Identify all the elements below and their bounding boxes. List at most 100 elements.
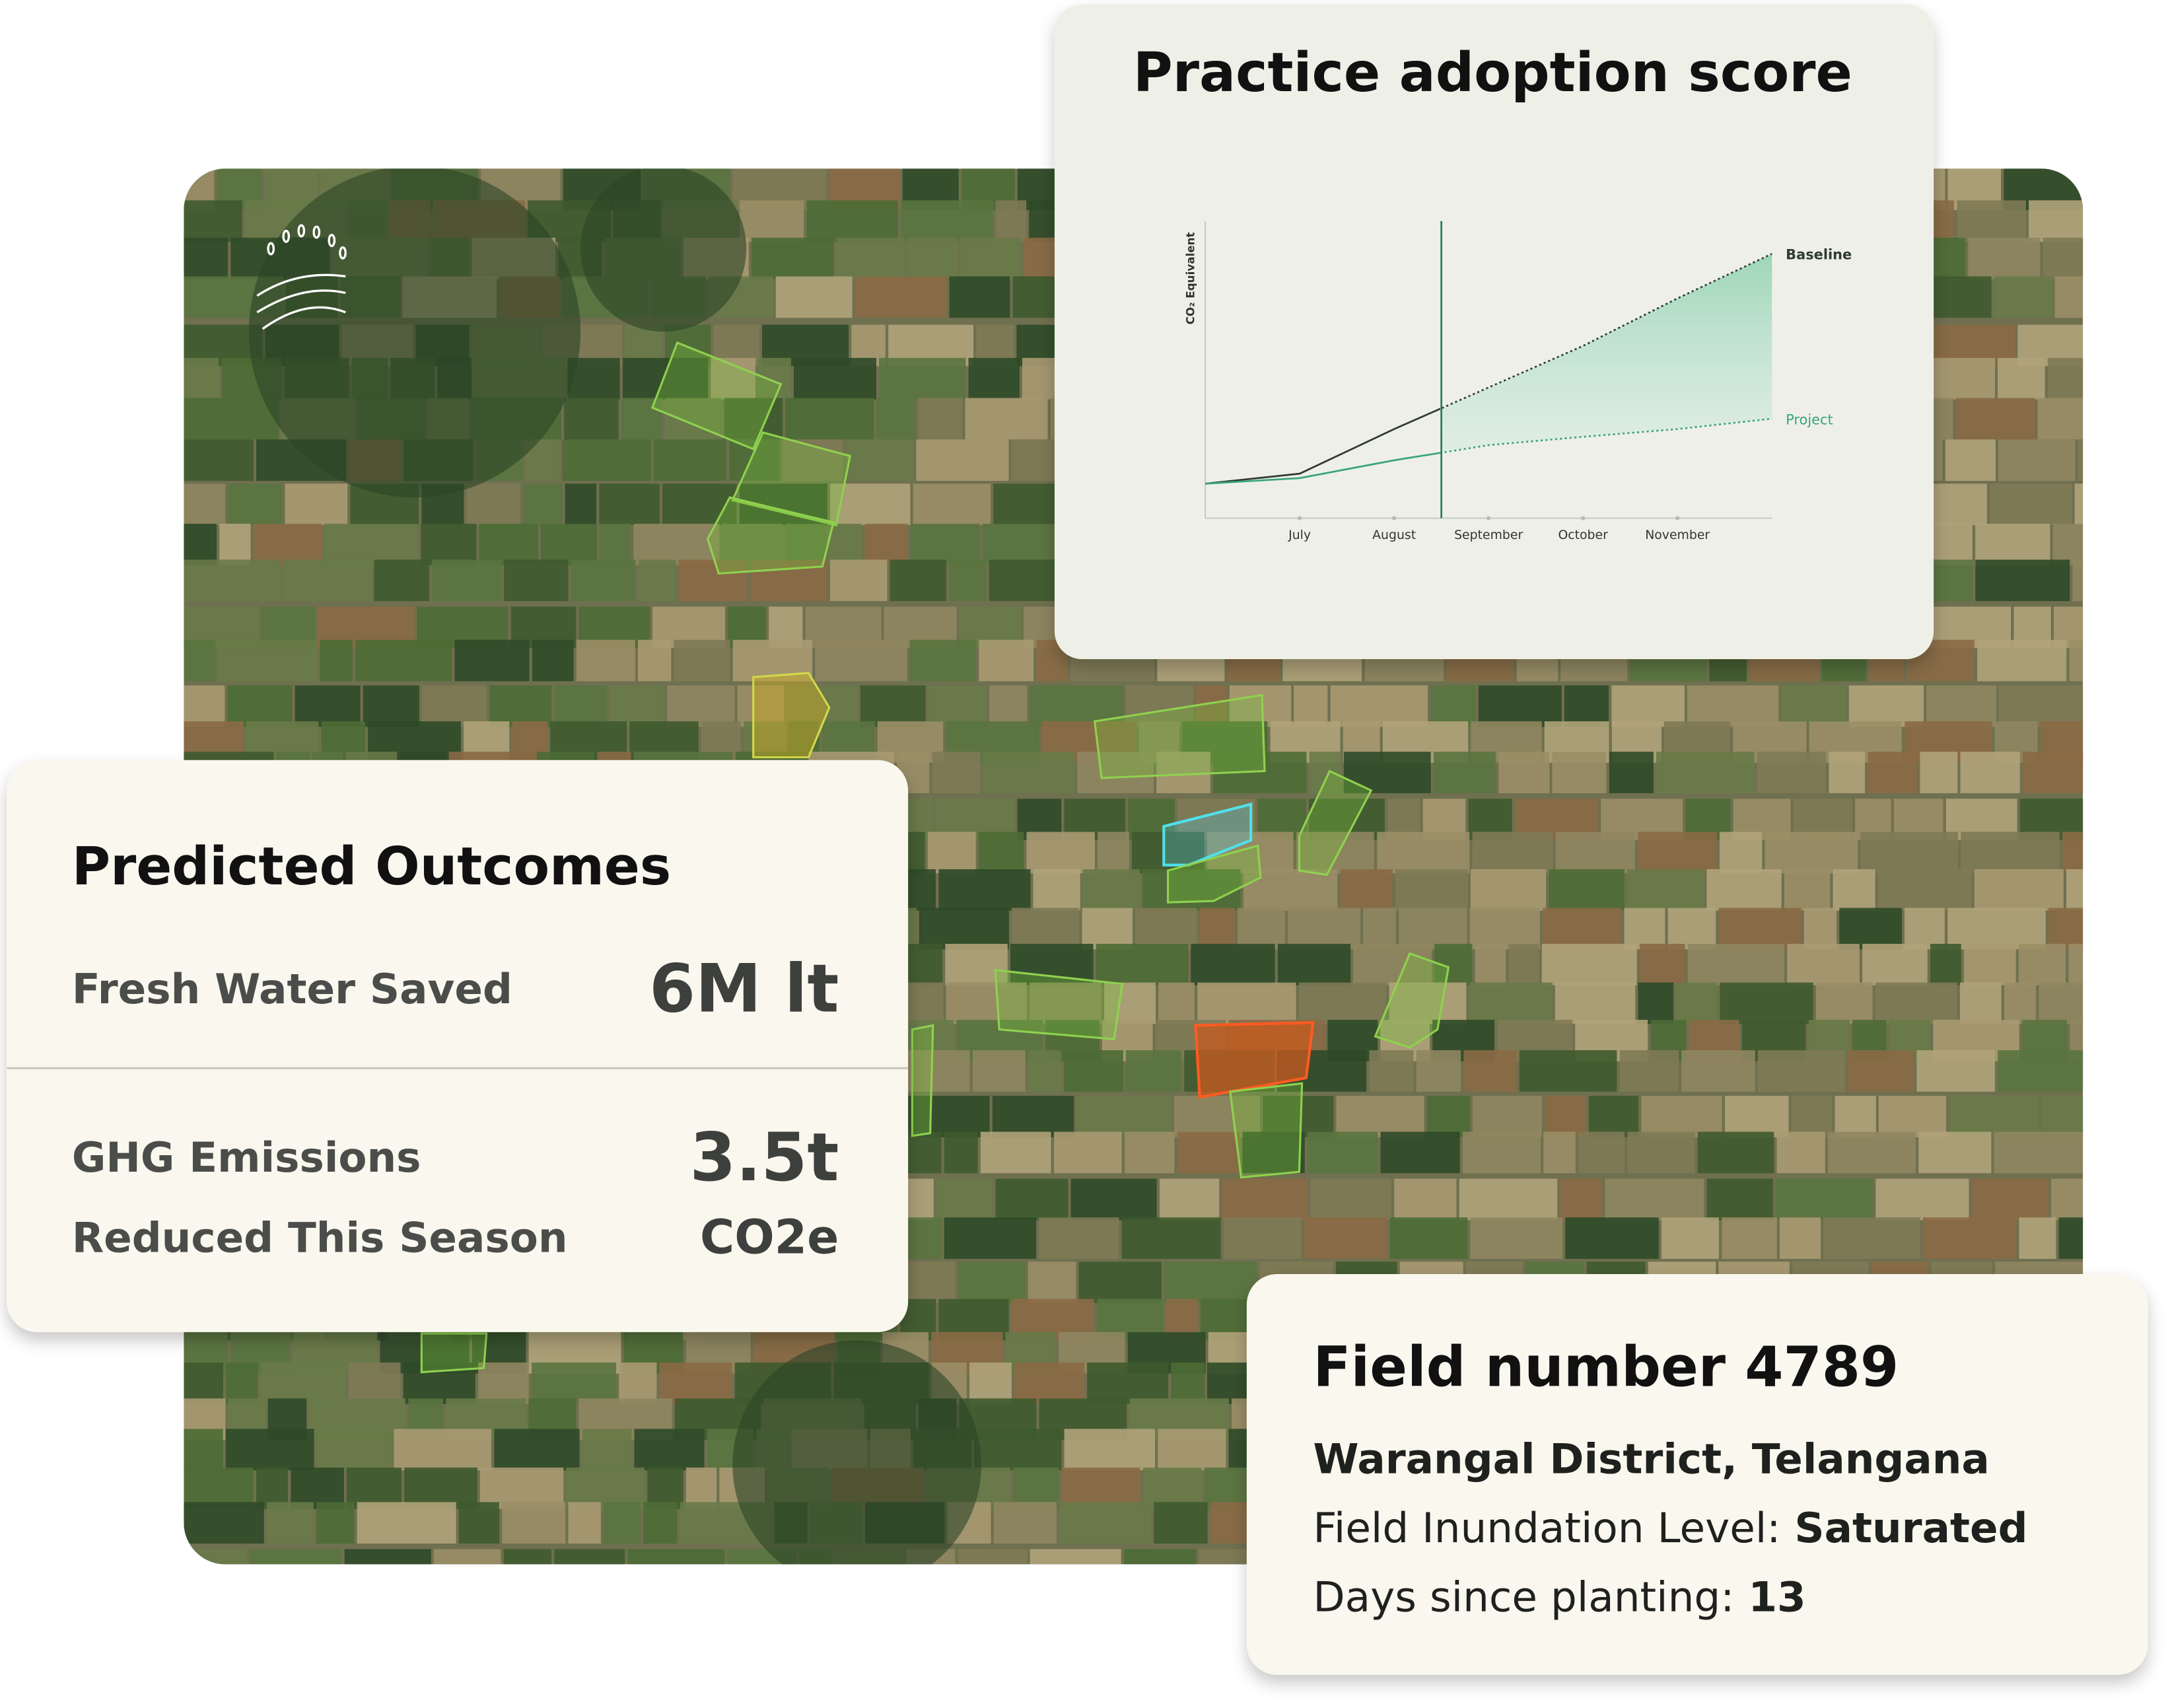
map-patch bbox=[830, 559, 888, 602]
map-patch bbox=[1781, 685, 1846, 727]
x-tick-label: July bbox=[1288, 528, 1311, 542]
field-outline bbox=[752, 672, 831, 759]
map-patch bbox=[1957, 200, 2026, 242]
map-patch bbox=[751, 237, 834, 279]
map-patch bbox=[968, 357, 1020, 400]
chart: CO₂ Equivalent July August September October… bbox=[1183, 221, 1852, 542]
map-patch bbox=[1026, 832, 1095, 874]
map-patch bbox=[2018, 943, 2066, 985]
map-patch bbox=[678, 559, 748, 602]
map-patch bbox=[2058, 1217, 2083, 1260]
map-patch bbox=[1064, 1050, 1123, 1092]
map-patch bbox=[1687, 685, 1779, 727]
map-patch bbox=[911, 523, 980, 565]
field-inundation: Field Inundation Level: Saturated bbox=[1313, 1504, 2027, 1552]
field-outline bbox=[1229, 1082, 1304, 1179]
outcomes-card: Predicted Outcomes Fresh Water Saved 6M … bbox=[7, 760, 909, 1332]
map-patch bbox=[1681, 1050, 1755, 1092]
map-patch bbox=[1158, 1429, 1226, 1471]
map-patch bbox=[394, 1429, 491, 1471]
map-patch bbox=[1298, 982, 1387, 1024]
field-outline bbox=[1298, 769, 1373, 876]
chart-title: Practice adoption score bbox=[1133, 42, 1852, 104]
map-patch bbox=[357, 1502, 456, 1544]
map-patch bbox=[1922, 1217, 2017, 1260]
x-tick-label: September bbox=[1454, 528, 1523, 542]
map-patch bbox=[316, 1429, 392, 1471]
map-patch bbox=[1014, 1362, 1084, 1404]
map-patch bbox=[1030, 1549, 1121, 1565]
map-patch bbox=[836, 237, 905, 279]
map-patch bbox=[974, 1429, 1062, 1471]
map-patch bbox=[1307, 1131, 1378, 1174]
map-patch bbox=[1380, 1131, 1460, 1174]
map-patch bbox=[466, 483, 520, 526]
map-patch bbox=[978, 832, 1024, 874]
map-patch bbox=[1164, 1262, 1257, 1303]
map-patch bbox=[918, 398, 963, 440]
map-patch bbox=[1971, 1178, 2048, 1221]
logo-leaf bbox=[267, 242, 275, 256]
map-patch bbox=[619, 1362, 657, 1404]
map-patch bbox=[1469, 982, 1553, 1024]
map-patch bbox=[1142, 869, 1241, 911]
logo-leaf bbox=[339, 246, 347, 260]
map-patch bbox=[2078, 439, 2083, 481]
map-patch bbox=[184, 1362, 224, 1404]
map-patch bbox=[1389, 982, 1467, 1024]
map-patch bbox=[916, 439, 1009, 481]
map-patch bbox=[184, 1429, 223, 1471]
map-patch bbox=[989, 685, 1028, 727]
map-patch bbox=[316, 1502, 355, 1544]
map-patch bbox=[949, 559, 987, 602]
map-patch bbox=[1829, 752, 1866, 793]
x-tick bbox=[1581, 516, 1586, 520]
logo-leaf bbox=[297, 224, 306, 238]
map-patch bbox=[1304, 1217, 1387, 1260]
map-patch bbox=[1565, 1217, 1659, 1260]
map-patch bbox=[622, 357, 709, 400]
map-patch bbox=[1578, 1131, 1625, 1174]
map-patch bbox=[1784, 869, 1831, 911]
map-patch bbox=[576, 639, 635, 682]
map-patch bbox=[2068, 943, 2083, 985]
map-patch bbox=[1296, 832, 1374, 874]
map-patch bbox=[184, 523, 217, 565]
map-patch bbox=[1697, 1131, 1774, 1174]
metric-label: Reduced This Season bbox=[72, 1214, 568, 1262]
map-patch bbox=[184, 200, 242, 242]
logo-arc bbox=[256, 289, 346, 314]
field-outline bbox=[994, 968, 1124, 1041]
map-patch bbox=[786, 523, 826, 565]
map-patch bbox=[540, 523, 597, 565]
map-patch bbox=[1776, 1178, 1873, 1221]
map-patch bbox=[479, 523, 538, 565]
map-patch bbox=[433, 1549, 501, 1565]
map-patch bbox=[1638, 832, 1717, 874]
map-patch bbox=[1177, 1131, 1240, 1174]
map-patch bbox=[1549, 869, 1625, 911]
map-patch bbox=[1124, 1131, 1175, 1174]
map-patch bbox=[1353, 943, 1432, 985]
map-patch bbox=[184, 639, 216, 682]
map-patch bbox=[432, 559, 501, 602]
card-title: Predicted Outcomes bbox=[72, 836, 671, 897]
map-patch bbox=[1848, 685, 1924, 727]
map-patch bbox=[1124, 1549, 1197, 1565]
map-patch bbox=[1990, 483, 2072, 526]
map-patch bbox=[324, 523, 419, 565]
map-patch bbox=[989, 559, 1067, 602]
map-patch bbox=[2048, 907, 2083, 950]
map-patch bbox=[1545, 1096, 1586, 1137]
map-patch bbox=[876, 398, 916, 440]
map-patch bbox=[226, 1362, 258, 1404]
map-patch bbox=[1722, 1217, 1777, 1260]
map-patch bbox=[266, 1502, 314, 1544]
map-patch bbox=[958, 1549, 1028, 1565]
map-patch bbox=[1835, 1096, 1876, 1137]
map-patch bbox=[355, 639, 452, 682]
map-patch bbox=[1560, 1178, 1603, 1221]
map-patch bbox=[1947, 907, 2046, 950]
map-patch bbox=[1959, 982, 2002, 1024]
map-patch bbox=[1197, 982, 1296, 1024]
